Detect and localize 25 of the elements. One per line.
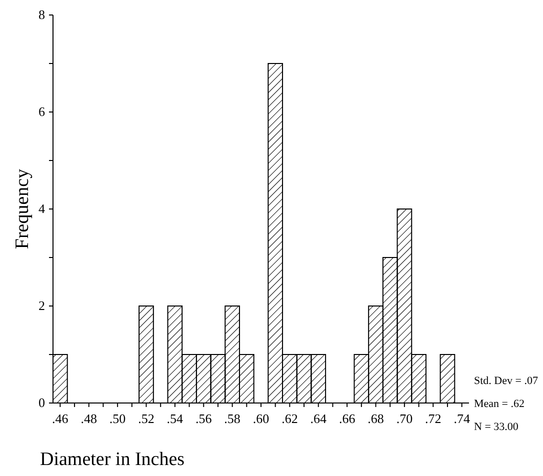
x-axis-title: Diameter in Inches xyxy=(40,449,185,470)
x-tick-label: .74 xyxy=(454,411,470,426)
x-tick-label: .48 xyxy=(80,411,97,426)
y-tick-label: 2 xyxy=(38,298,45,313)
y-tick-label: 4 xyxy=(38,201,46,216)
y-tick-label: 0 xyxy=(38,395,45,410)
x-tick-label: .54 xyxy=(166,411,184,426)
x-tick-label: .58 xyxy=(224,411,240,426)
y-axis-title: Frequency xyxy=(12,168,33,250)
x-tick-label: .50 xyxy=(109,411,126,426)
x-tick-label: .62 xyxy=(282,411,298,426)
y-tick-label: 8 xyxy=(38,7,45,22)
x-tick-label: .60 xyxy=(252,411,270,426)
x-tick-label: .52 xyxy=(138,411,154,426)
x-tick-label: .68 xyxy=(368,411,384,426)
x-tick-label: .70 xyxy=(396,411,413,426)
x-tick-label: .56 xyxy=(195,411,212,426)
x-tick-label: .64 xyxy=(310,411,328,426)
x-tick-label: .66 xyxy=(338,411,356,426)
text: N = 33.00 xyxy=(474,421,519,433)
x-tick-label: .46 xyxy=(52,411,69,426)
y-tick-label: 6 xyxy=(38,104,46,119)
x-tick-label: .72 xyxy=(425,411,442,426)
text: Std. Dev = .07 xyxy=(474,375,538,387)
text: Mean = .62 xyxy=(474,398,524,410)
